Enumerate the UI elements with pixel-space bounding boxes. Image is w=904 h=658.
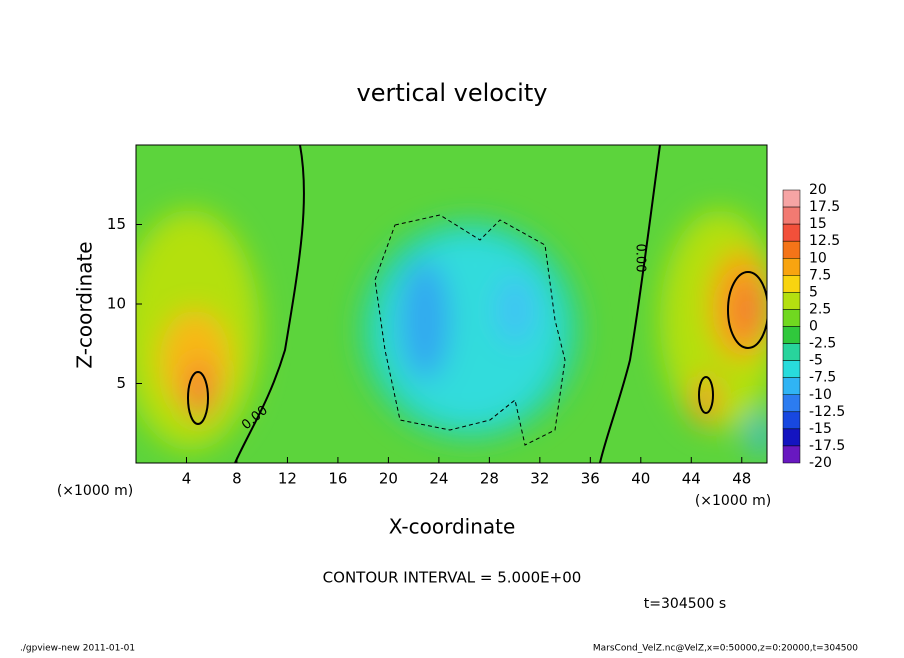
colorbar-label: 15 — [809, 216, 827, 232]
colorbar-label: 2.5 — [809, 301, 831, 317]
contour-interval: CONTOUR INTERVAL = 5.000E+00 — [323, 569, 582, 587]
field — [136, 145, 767, 463]
footer-left: ./gpview-new 2011-01-01 — [20, 644, 135, 654]
colorbar-label: -2.5 — [809, 336, 836, 352]
colorbar-label: 0 — [809, 319, 818, 335]
colorbar-box — [782, 223, 801, 242]
colorbar-label: -7.5 — [809, 370, 836, 386]
colorbar-label: -17.5 — [809, 438, 845, 454]
y-tick-label: 10 — [107, 295, 126, 313]
x-tick-label: 4 — [182, 470, 192, 488]
y-tick-label: 5 — [116, 374, 126, 392]
colorbar-box — [782, 394, 801, 413]
x-tick-label: 12 — [278, 470, 297, 488]
colorbar-label: 20 — [809, 182, 827, 198]
colorbar-box — [782, 445, 801, 464]
x-tick-label: 36 — [581, 470, 600, 488]
colorbar-box — [782, 377, 801, 395]
x-tick-label: 16 — [328, 470, 347, 488]
colorbar-label: -20 — [809, 455, 832, 471]
x-tick-label: 32 — [530, 470, 549, 488]
colorbar-box — [782, 189, 801, 208]
x-unit: (×1000 m) — [695, 493, 771, 509]
y-axis-label: Z-coordinate — [73, 241, 97, 368]
footer-right: MarsCond_VelZ.nc@VelZ,x=0:50000,z=0:2000… — [593, 644, 858, 654]
colorbar-label: -5 — [809, 353, 823, 369]
colorbar-label: 7.5 — [809, 267, 831, 283]
colorbar-box — [782, 428, 801, 447]
colorbar-label: -10 — [809, 387, 832, 403]
colorbar-box — [782, 258, 801, 276]
colorbar-box — [782, 240, 801, 259]
colorbar-box — [782, 309, 801, 327]
colorbar-box — [782, 275, 801, 293]
colorbar-box — [782, 206, 801, 225]
x-tick-label: 24 — [429, 470, 448, 488]
x-tick-label: 8 — [232, 470, 242, 488]
colorbar-label: -12.5 — [809, 404, 845, 420]
colorbar-box — [782, 360, 801, 378]
y-unit: (×1000 m) — [57, 483, 133, 499]
x-tick-label: 40 — [631, 470, 650, 488]
colorbar-box — [782, 292, 801, 310]
colorbar-label: 10 — [809, 250, 827, 266]
colorbar-box — [782, 411, 801, 430]
colorbar-box — [782, 343, 801, 361]
x-tick-label: 44 — [682, 470, 701, 488]
x-tick-label: 28 — [480, 470, 499, 488]
y-tick-label: 15 — [107, 215, 126, 233]
colorbar-label: 5 — [809, 284, 818, 300]
x-tick-label: 20 — [379, 470, 398, 488]
chart-title: vertical velocity — [357, 79, 548, 107]
colorbar-label: 12.5 — [809, 233, 840, 249]
contour-label: 0.00 — [633, 244, 648, 273]
colorbar-box — [782, 326, 801, 344]
x-tick-label: 48 — [732, 470, 751, 488]
colorbar-label: 17.5 — [809, 199, 840, 215]
x-axis-label: X-coordinate — [389, 515, 516, 539]
time-label: t=304500 s — [644, 596, 726, 612]
colorbar-label: -15 — [809, 421, 832, 437]
